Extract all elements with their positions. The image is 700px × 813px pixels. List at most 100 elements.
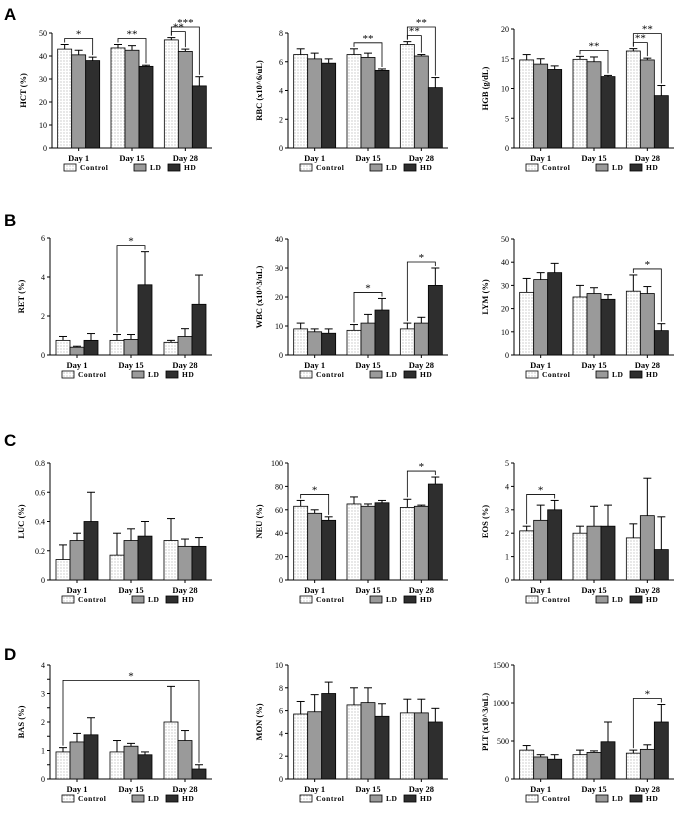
y-axis-label: LUC (%) [16,504,26,538]
y-tick-label: 4 [41,273,45,282]
bar [346,503,362,581]
bar [653,330,669,356]
x-tick-label: Day 1 [66,360,87,370]
y-tick-label: 30 [39,75,47,84]
bar [374,715,390,780]
chart-plt: 0 500 1000 1500 Day 1 Day 15 Day 28 PLT (x10^3/… [480,661,674,803]
x-tick-label: Day 15 [581,585,606,595]
bar [519,59,535,149]
legend-swatch [595,595,609,604]
y-tick-label: 0 [41,775,45,784]
bar [625,752,641,780]
significance-label: * [645,689,651,701]
y-tick-label: 6 [279,707,283,716]
significance-label: * [128,236,134,248]
x-tick-label: Day 28 [172,585,197,595]
bar [547,758,563,780]
y-tick-label: 60 [275,506,283,515]
significance-label: ** [127,29,138,41]
legend-swatch [369,370,383,379]
legend-swatch [165,794,179,803]
legend-label: LD [612,794,624,803]
bar [399,712,415,780]
bar [572,58,588,149]
significance-label: ** [173,22,184,34]
bar [600,525,616,581]
y-tick-label: 10 [275,661,283,670]
bar [586,293,602,356]
chart-lym: 0 10 20 30 40 50 Day 1 Day 15 Day 28 LYM (%) * Cont… [480,235,674,379]
x-tick-label: Day 28 [635,153,660,163]
y-tick-label: 40 [275,235,283,244]
y-tick-label: 4 [279,729,283,738]
bar [137,284,153,356]
legend-swatch [629,370,643,379]
x-tick-label: Day 28 [172,784,197,794]
legend-label: LD [612,163,624,172]
legend-label: Control [542,794,570,803]
x-tick-label: Day 1 [530,153,551,163]
bar [533,519,549,581]
y-tick-label: 15 [501,55,509,64]
legend-swatch [595,163,609,172]
legend-swatch [131,370,145,379]
bar [360,322,376,356]
x-tick-label: Day 28 [409,153,434,163]
y-tick-label: 4 [279,87,283,96]
bar [586,525,602,581]
bar [427,284,443,356]
x-tick-label: Day 15 [118,360,143,370]
bar [109,554,125,581]
bar [307,331,323,356]
x-tick-label: Day 1 [530,360,551,370]
x-tick-label: Day 1 [304,153,325,163]
y-tick-label: 3 [41,690,45,699]
legend-swatch [131,794,145,803]
x-tick-label: Day 15 [355,153,380,163]
bar [427,483,443,581]
x-tick-label: Day 1 [68,153,89,163]
y-tick-label: 0 [41,576,45,585]
bar [109,751,125,780]
legend-label: Control [78,370,106,379]
legend-swatch [403,595,417,604]
chart-wbc: 0 10 20 30 40 Day 1 Day 15 Day 28 WBC (x10^3/uL)… [254,235,448,379]
y-tick-label: 30 [501,281,509,290]
bar [346,54,362,149]
bar [123,338,139,356]
x-tick-label: Day 28 [409,585,434,595]
y-tick-label: 80 [275,482,283,491]
legend-label: HD [646,370,658,379]
bar [69,346,85,356]
y-axis-label: PLT (x10^3/uL) [480,693,490,751]
x-tick-label: Day 15 [355,360,380,370]
bar [321,62,337,149]
legend-swatch [369,595,383,604]
significance-bracket [632,33,662,84]
y-tick-label: 10 [275,322,283,331]
significance-bracket [64,38,94,56]
y-tick-label: 2 [505,529,509,538]
legend-label: HD [182,370,194,379]
legend-swatch [299,370,313,379]
significance-bracket [353,42,383,67]
bar [83,521,99,581]
y-axis-label: MON (%) [254,703,264,740]
legend-swatch [299,595,313,604]
legend-swatch [629,794,643,803]
y-tick-label: 8 [279,684,283,693]
bar [57,48,73,149]
chart-neu: 0 20 40 60 80 100 Day 1 Day 15 Day 28 NEU (%) * * Co… [254,459,448,604]
y-tick-label: 0 [279,775,283,784]
y-tick-label: 0.8 [35,459,45,468]
legend-label: LD [150,163,162,172]
x-tick-label: Day 28 [635,360,660,370]
significance-label: ** [409,26,420,38]
significance-label: * [365,282,371,294]
x-tick-label: Day 1 [530,585,551,595]
bar [639,293,655,356]
x-tick-label: Day 28 [409,360,434,370]
legend-label: HD [184,163,196,172]
